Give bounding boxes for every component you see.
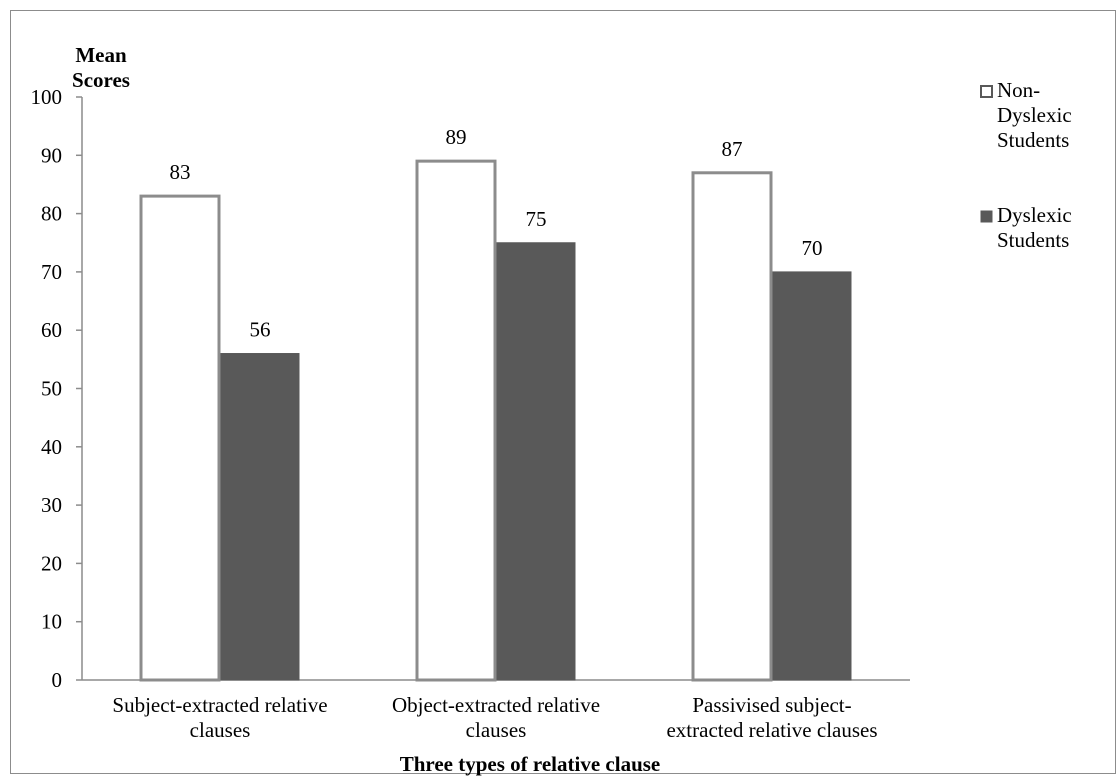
x-category-label: Passivised subject- bbox=[692, 693, 851, 717]
bar-non-dyslexic bbox=[691, 171, 773, 682]
y-tick-label: 30 bbox=[41, 493, 62, 517]
legend-label-non-dyslexic: Students bbox=[997, 128, 1069, 152]
y-tick-label: 60 bbox=[41, 318, 62, 342]
data-label: 56 bbox=[250, 318, 271, 342]
legend-label-non-dyslexic: Non- bbox=[997, 78, 1040, 102]
y-tick-label: 20 bbox=[41, 551, 62, 575]
x-category-label: extracted relative clauses bbox=[666, 718, 877, 742]
data-label: 70 bbox=[802, 236, 823, 260]
data-label: 83 bbox=[170, 160, 191, 184]
legend-swatch-non-dyslexic bbox=[980, 85, 993, 98]
legend-label-dyslexic: Students bbox=[997, 228, 1069, 252]
data-label: 87 bbox=[722, 137, 743, 161]
data-label: 75 bbox=[526, 207, 547, 231]
y-axis-title: Mean bbox=[75, 43, 127, 67]
x-category-label: Object-extracted relative bbox=[392, 693, 600, 717]
y-tick-label: 80 bbox=[41, 202, 62, 226]
bar-dyslexic bbox=[496, 242, 576, 681]
y-tick-label: 0 bbox=[52, 668, 63, 692]
bar-non-dyslexic bbox=[415, 159, 497, 682]
y-axis-title: Scores bbox=[72, 68, 130, 92]
x-axis-title: Three types of relative clause bbox=[400, 752, 661, 776]
bar-dyslexic bbox=[772, 271, 852, 681]
y-tick-label: 70 bbox=[41, 260, 62, 284]
x-category-label: clauses bbox=[466, 718, 527, 742]
legend-label-non-dyslexic: Dyslexic bbox=[997, 103, 1072, 127]
data-label: 89 bbox=[446, 125, 467, 149]
bar-dyslexic bbox=[220, 353, 300, 681]
y-tick-label: 90 bbox=[41, 143, 62, 167]
legend-label-dyslexic: Dyslexic bbox=[997, 203, 1072, 227]
y-tick-label: 50 bbox=[41, 377, 62, 401]
y-tick-label: 40 bbox=[41, 435, 62, 459]
y-tick-label: 100 bbox=[31, 85, 63, 109]
legend-swatch-dyslexic bbox=[980, 210, 993, 223]
x-category-label: Subject-extracted relative bbox=[112, 693, 327, 717]
x-category-label: clauses bbox=[190, 718, 251, 742]
bar-non-dyslexic bbox=[139, 194, 221, 682]
y-tick-label: 10 bbox=[41, 610, 62, 634]
